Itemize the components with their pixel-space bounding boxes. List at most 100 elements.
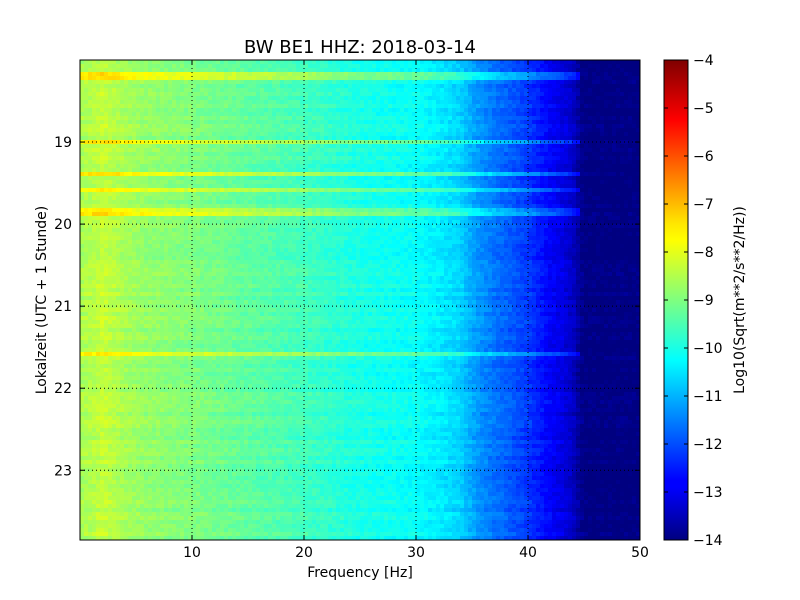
- heatmap-cell: [456, 132, 461, 137]
- heatmap-cell: [316, 68, 321, 73]
- heatmap-cell: [192, 84, 197, 89]
- heatmap-cell: [196, 116, 201, 121]
- heatmap-cell: [432, 84, 437, 89]
- heatmap-cell: [300, 188, 305, 193]
- heatmap-cell: [172, 136, 177, 141]
- heatmap-cell: [168, 160, 173, 165]
- heatmap-cell: [200, 180, 205, 185]
- heatmap-cell: [160, 184, 165, 189]
- heatmap-cell: [376, 64, 381, 69]
- heatmap-cell: [200, 192, 205, 197]
- heatmap-cell: [208, 200, 213, 205]
- heatmap-cell: [276, 192, 281, 197]
- heatmap-cell: [192, 120, 197, 125]
- heatmap-cell: [376, 96, 381, 101]
- heatmap-cell: [200, 196, 205, 201]
- heatmap-cell: [220, 188, 225, 193]
- heatmap-cell: [476, 148, 481, 153]
- heatmap-cell: [496, 116, 501, 121]
- heatmap-cell: [380, 68, 385, 73]
- heatmap-cell: [536, 76, 541, 81]
- heatmap-cell: [604, 156, 609, 161]
- heatmap-cell: [116, 100, 121, 105]
- heatmap-cell: [588, 60, 593, 65]
- heatmap-cell: [412, 84, 417, 89]
- heatmap-cell: [448, 96, 453, 101]
- heatmap-cell: [104, 148, 109, 153]
- heatmap-cell: [396, 188, 401, 193]
- heatmap-cell: [352, 200, 357, 205]
- heatmap-cell: [132, 160, 137, 165]
- heatmap-cell: [444, 196, 449, 201]
- heatmap-cell: [120, 80, 125, 85]
- heatmap-cell: [304, 84, 309, 89]
- heatmap-cell: [448, 180, 453, 185]
- heatmap-cell: [288, 92, 293, 97]
- heatmap-cell: [144, 176, 149, 181]
- heatmap-cell: [580, 176, 585, 181]
- heatmap-cell: [344, 96, 349, 101]
- heatmap-cell: [96, 192, 101, 197]
- heatmap-cell: [508, 192, 513, 197]
- heatmap-cell: [272, 192, 277, 197]
- heatmap-cell: [248, 192, 253, 197]
- heatmap-cell: [248, 160, 253, 165]
- heatmap-cell: [244, 84, 249, 89]
- heatmap-cell: [220, 200, 225, 205]
- heatmap-cell: [552, 64, 557, 69]
- heatmap-cell: [236, 140, 241, 145]
- heatmap-cell: [572, 104, 577, 109]
- heatmap-cell: [528, 76, 533, 81]
- heatmap-cell: [248, 80, 253, 85]
- heatmap-cell: [324, 156, 329, 161]
- heatmap-cell: [116, 148, 121, 153]
- heatmap-cell: [564, 124, 569, 129]
- heatmap-cell: [452, 152, 457, 157]
- heatmap-cell: [140, 140, 145, 145]
- heatmap-cell: [520, 152, 525, 157]
- heatmap-cell: [312, 144, 317, 149]
- heatmap-cell: [540, 164, 545, 169]
- heatmap-cell: [212, 96, 217, 101]
- heatmap-cell: [200, 64, 205, 69]
- heatmap-cell: [272, 68, 277, 73]
- heatmap-cell: [100, 128, 105, 133]
- heatmap-cell: [428, 100, 433, 105]
- heatmap-cell: [356, 112, 361, 117]
- heatmap-cell: [476, 68, 481, 73]
- heatmap-cell: [244, 132, 249, 137]
- heatmap-cell: [380, 128, 385, 133]
- heatmap-cell: [596, 92, 601, 97]
- heatmap-cell: [420, 200, 425, 205]
- heatmap-cell: [236, 76, 241, 81]
- heatmap-cell: [392, 132, 397, 137]
- heatmap-cell: [456, 184, 461, 189]
- heatmap-cell: [356, 76, 361, 81]
- heatmap-cell: [372, 116, 377, 121]
- heatmap-cell: [308, 128, 313, 133]
- heatmap-cell: [216, 96, 221, 101]
- heatmap-cell: [608, 140, 613, 145]
- heatmap-cell: [88, 192, 93, 197]
- heatmap-cell: [132, 140, 137, 145]
- heatmap-cell: [532, 112, 537, 117]
- heatmap-cell: [624, 176, 629, 181]
- heatmap-cell: [140, 200, 145, 205]
- heatmap-cell: [264, 88, 269, 93]
- heatmap-cell: [484, 100, 489, 105]
- heatmap-cell: [364, 120, 369, 125]
- heatmap-cell: [576, 104, 581, 109]
- heatmap-cell: [368, 176, 373, 181]
- heatmap-cell: [312, 124, 317, 129]
- heatmap-cell: [164, 200, 169, 205]
- heatmap-cell: [484, 120, 489, 125]
- heatmap-cell: [112, 172, 117, 177]
- heatmap-cell: [284, 84, 289, 89]
- heatmap-cell: [264, 160, 269, 165]
- heatmap-cell: [596, 196, 601, 201]
- heatmap-cell: [600, 148, 605, 153]
- heatmap-cell: [528, 192, 533, 197]
- heatmap-cell: [364, 156, 369, 161]
- heatmap-cell: [320, 108, 325, 113]
- heatmap-cell: [248, 176, 253, 181]
